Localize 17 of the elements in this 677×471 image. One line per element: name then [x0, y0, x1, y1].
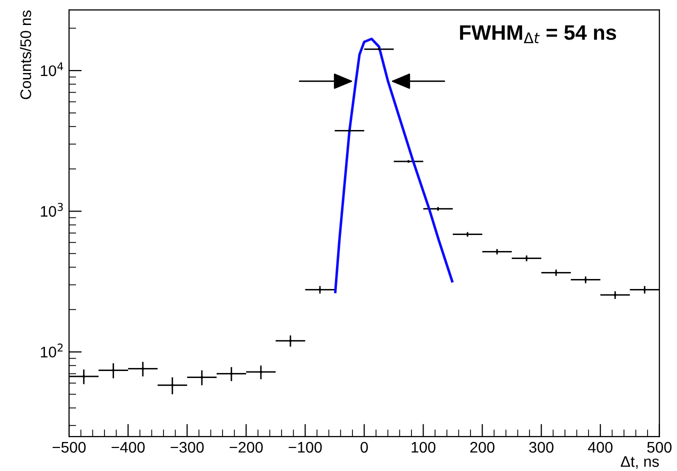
y-axis-title: Counts/50 ns: [20, 10, 32, 100]
x-tick-label: 500: [647, 442, 672, 453]
x-tick-label: −200: [230, 442, 263, 453]
y-tick-label: 10$^{3}$: [40, 202, 63, 217]
annotation: FWHM$_{Δt}$ = 54 ns: [460, 25, 616, 44]
x-tick-label: 0: [360, 442, 368, 453]
x-tick-label: 100: [412, 442, 436, 453]
x-tick-label: 400: [588, 442, 613, 453]
x-tick-label: 200: [470, 442, 494, 453]
x-tick-label: −100: [288, 442, 322, 453]
y-tick-label: 10$^{2}$: [40, 344, 63, 358]
x-tick-label: −400: [112, 442, 145, 453]
x-tick-label: 300: [529, 442, 554, 453]
y-tick-label: 10$^{4}$: [40, 62, 64, 76]
x-tick-label: −300: [170, 442, 204, 453]
x-axis-title: Δt, ns: [620, 456, 659, 469]
x-tick-label: −500: [52, 442, 86, 453]
